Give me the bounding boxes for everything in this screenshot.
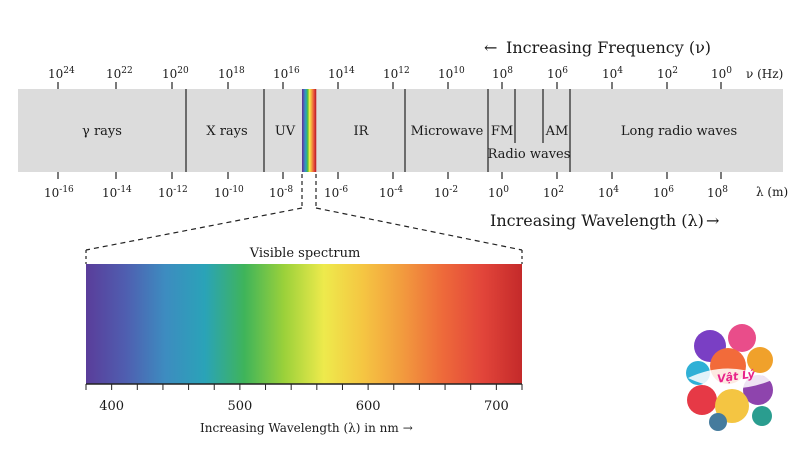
wavelength-arrow: → [706, 211, 719, 230]
frequency-tick-label: 1024 [48, 66, 75, 81]
frequency-tick-label: 1018 [218, 66, 245, 81]
frequency-tick-label: 104 [602, 66, 623, 81]
band-labels: γ rays X rays UV IR Microwave FM AM Long radio … [82, 124, 737, 139]
visible-tick-label: 700 [484, 399, 509, 414]
logo [686, 324, 773, 431]
wavelength-tick-label: 10-8 [269, 185, 293, 200]
visible-band-color [305, 89, 307, 172]
band-label: Microwave [411, 124, 484, 139]
visible-spectrum-title: Visible spectrum [249, 246, 361, 261]
visible-band-strip [302, 89, 317, 172]
visible-band-color [302, 89, 304, 172]
wavelength-tick-label: 108 [707, 185, 728, 200]
frequency-tick-label: 100 [711, 66, 732, 81]
wavelength-title: Increasing Wavelength (λ) [490, 211, 704, 230]
visible-minor-ticks [85, 384, 523, 390]
band-label: UV [275, 124, 296, 139]
wavelength-tick-label: 10-12 [158, 185, 188, 200]
frequency-title: Increasing Frequency (ν) [506, 38, 711, 57]
frequency-tick-label: 1010 [438, 66, 465, 81]
frequency-tick-label: 108 [492, 66, 513, 81]
frequency-tick-label: 1016 [273, 66, 300, 81]
frequency-tick-label: 106 [547, 66, 568, 81]
visible-band-color [307, 89, 310, 172]
frequency-tick-label: 1014 [328, 66, 355, 81]
wavelength-tick-label: 10-16 [44, 185, 74, 200]
frequency-unit: ν (Hz) [746, 67, 783, 81]
visible-band-color [311, 89, 313, 172]
wavelength-unit: λ (m) [756, 185, 788, 199]
visible-tick-label: 500 [227, 399, 252, 414]
visible-axis-title: Increasing Wavelength (λ) in nm → [200, 421, 413, 435]
radio-waves-label: Radio waves [488, 147, 571, 162]
wavelength-tick-label: 104 [598, 185, 619, 200]
visible-band-color [309, 89, 311, 172]
visible-band-color [314, 89, 317, 172]
visible-tick-label: 400 [99, 399, 124, 414]
visible-tick-labels: 400 500 600 700 [99, 399, 509, 414]
band-label: Long radio waves [621, 124, 737, 139]
band-label: AM [545, 124, 569, 139]
zoom-line-left [85, 207, 303, 251]
band-label: IR [354, 124, 370, 139]
band-label: FM [491, 124, 513, 139]
wavelength-tick-label: 10-4 [379, 185, 403, 200]
wavelength-tick-label: 10-6 [324, 185, 348, 200]
visible-tick-label: 600 [356, 399, 381, 414]
zoom-line-right [315, 207, 523, 251]
band-dividers [185, 89, 571, 172]
frequency-ticks: 1024 1022 1020 1018 1016 1014 1012 1010 108 106 10… [48, 66, 732, 89]
wavelength-tick-label: 10-14 [102, 185, 132, 200]
visible-band-color [306, 89, 309, 172]
frequency-tick-label: 1012 [383, 66, 410, 81]
frequency-arrow: ← [484, 38, 497, 57]
wavelength-tick-label: 102 [543, 185, 564, 200]
visible-band-color [304, 89, 306, 172]
wavelength-tick-label: 10-10 [214, 185, 244, 200]
wavelength-tick-label: 10-2 [434, 185, 458, 200]
band-label: γ rays [82, 124, 122, 139]
visible-band-color [313, 89, 316, 172]
wavelength-ticks: 10-16 10-14 10-12 10-10 10-8 10-6 10-4 10-2 100 1… [44, 172, 728, 200]
wavelength-tick-label: 106 [653, 185, 674, 200]
visible-band-color [310, 89, 312, 172]
frequency-tick-label: 1022 [106, 66, 133, 81]
wavelength-tick-label: 100 [488, 185, 509, 200]
visible-band-color [312, 89, 314, 172]
band-label: X rays [206, 124, 247, 139]
visible-band-color [303, 89, 305, 172]
frequency-tick-label: 1020 [162, 66, 189, 81]
band-bar [18, 89, 783, 172]
frequency-tick-label: 102 [657, 66, 678, 81]
visible-spectrum-bar [86, 264, 522, 384]
